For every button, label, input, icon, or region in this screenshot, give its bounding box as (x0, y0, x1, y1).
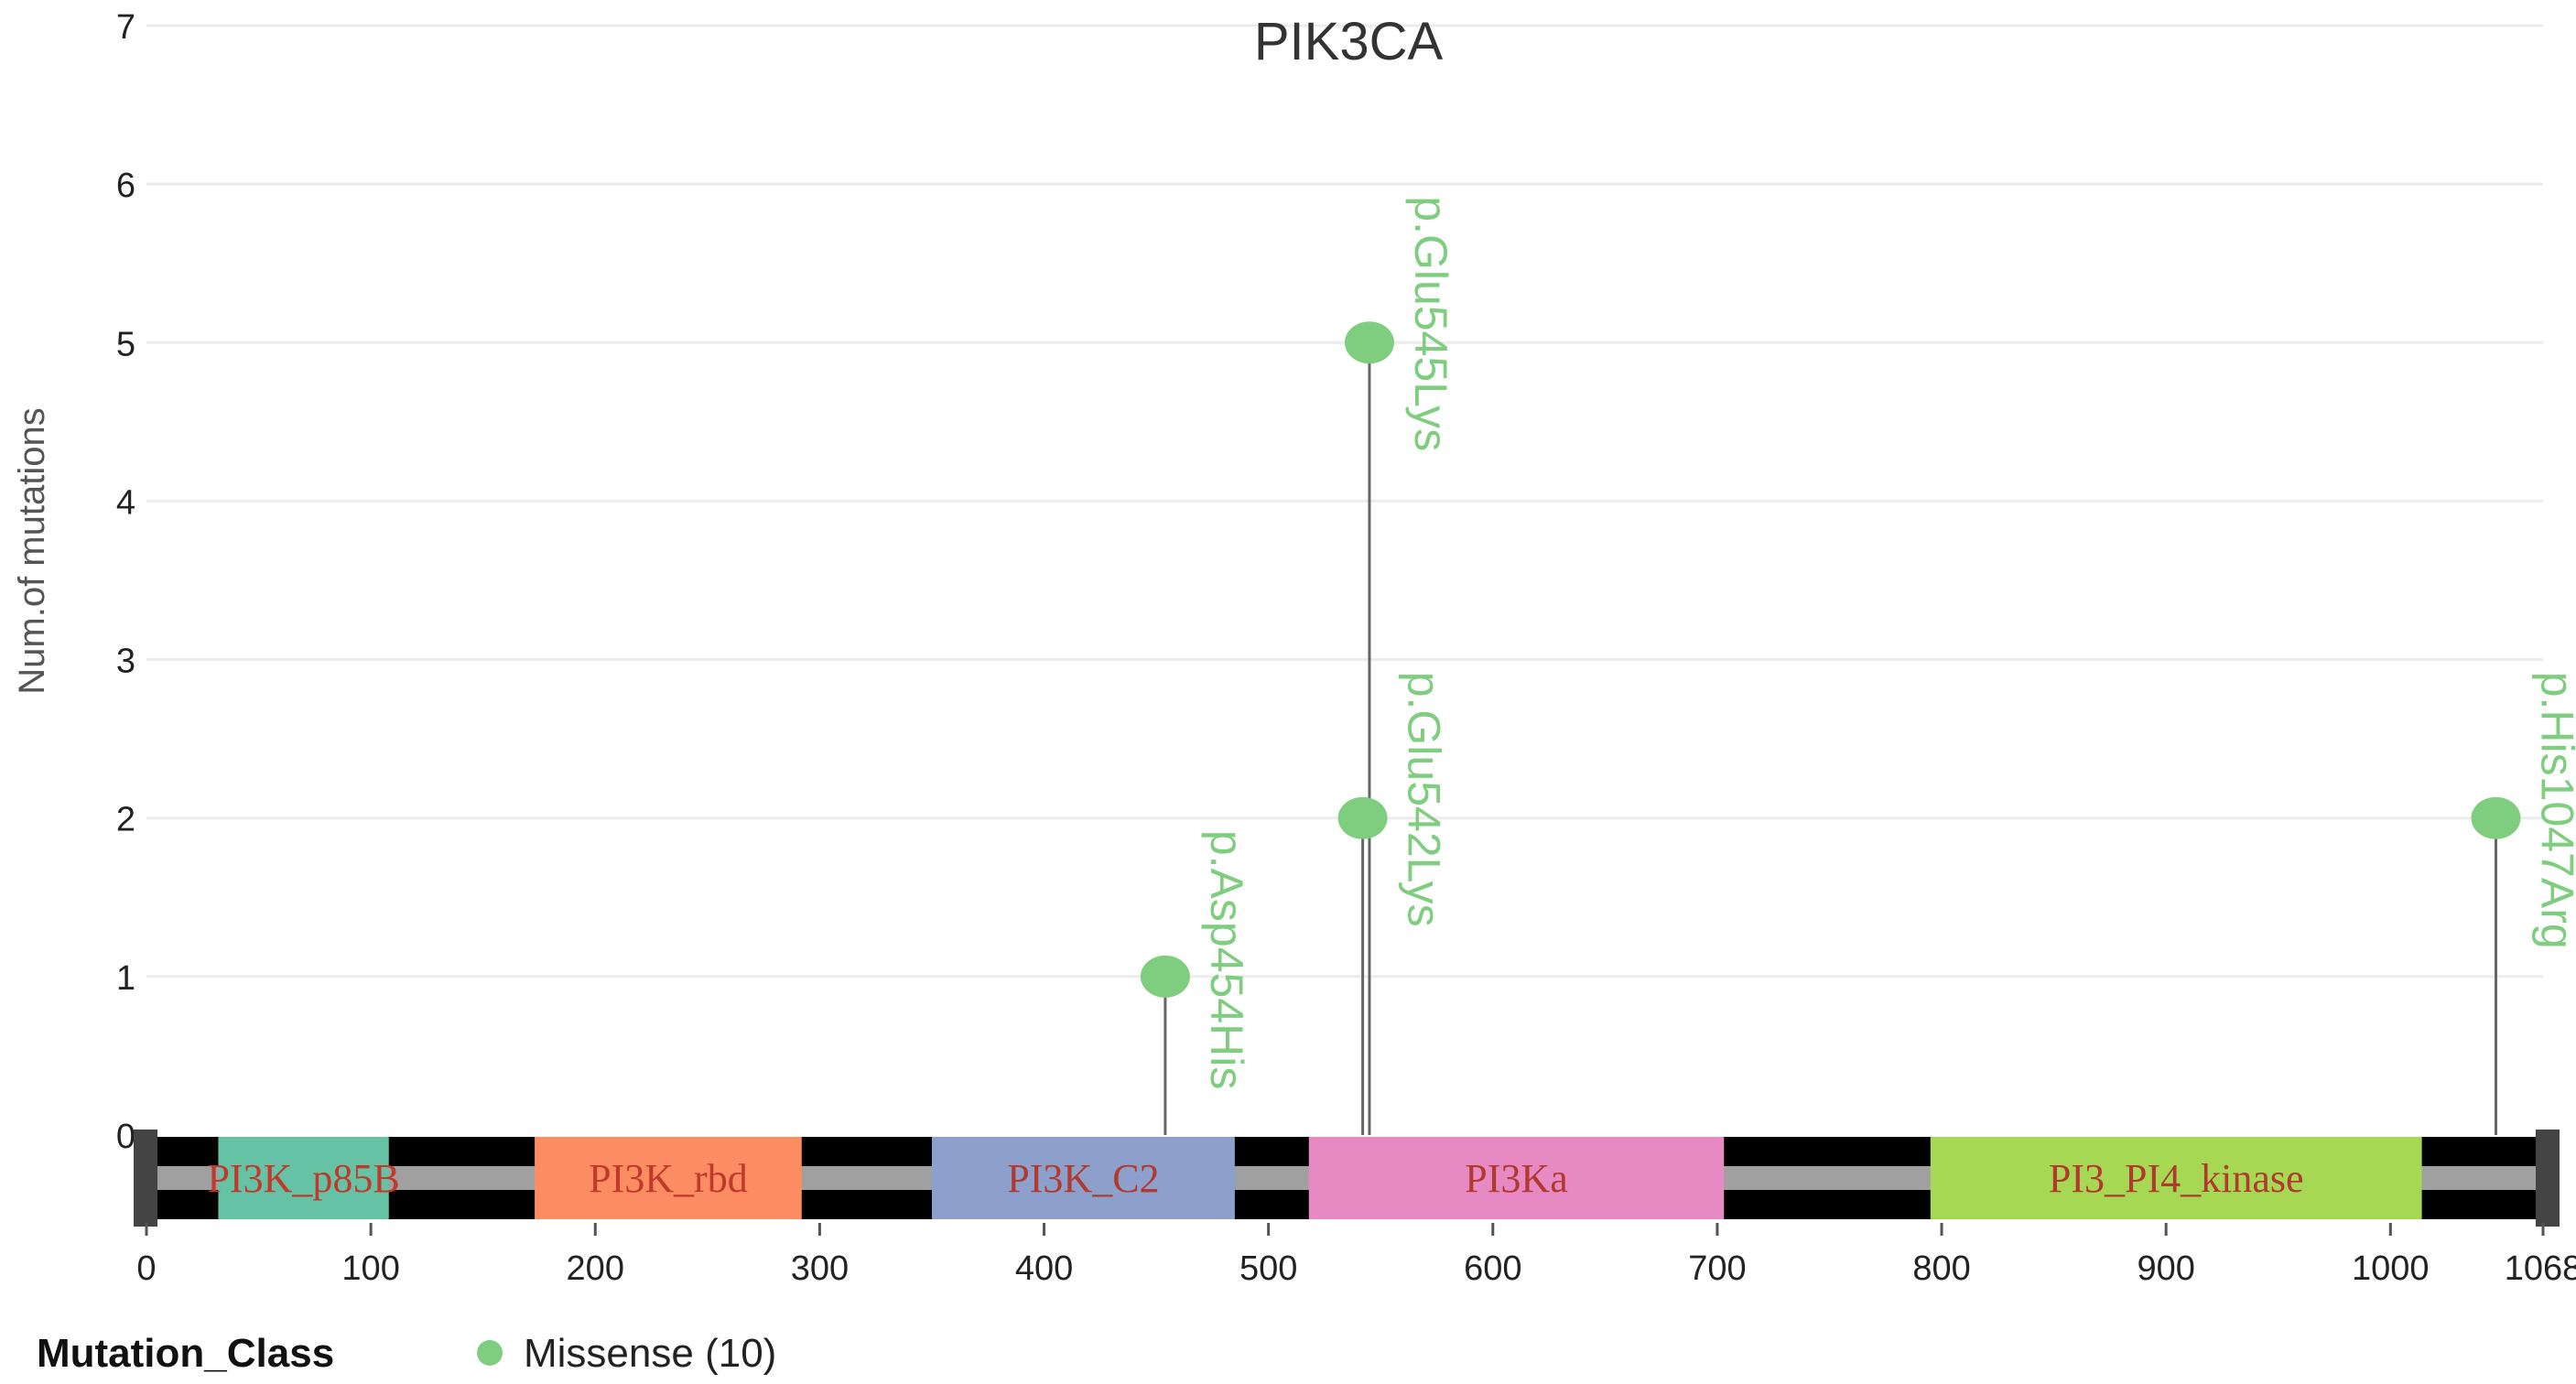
domain-PI3K_rbd (535, 1137, 802, 1219)
x-axis: 0 100 200 300 400 500 600 700 800 900 1000 1068 (136, 1223, 2576, 1288)
legend: Mutation_Class Missense (10) (37, 1331, 776, 1376)
x-tick-label: 800 (1912, 1249, 1970, 1288)
y-tick-label: 0 (116, 1118, 135, 1156)
domain-PI3Ka (1308, 1137, 1725, 1219)
grid-lines (146, 24, 2543, 979)
x-tick-label: 700 (1688, 1249, 1746, 1288)
domain-PI3K_C2 (931, 1137, 1235, 1219)
domain-label: PI3_PI4_kinase (2049, 1156, 2304, 1201)
x-tick-label: 100 (341, 1249, 399, 1288)
mutation-point (1344, 321, 1394, 364)
x-tick-label: 1068 (2505, 1249, 2576, 1288)
y-tick-label: 3 (116, 643, 135, 681)
mutation-stems (1164, 342, 2498, 1135)
legend-marker-missense (477, 1340, 503, 1366)
mutation-label: p.Glu545Lys (1405, 196, 1456, 451)
domain-label: PI3Ka (1465, 1156, 1567, 1201)
mutation-label: p.Asp454His (1201, 830, 1252, 1090)
mutation-points: p.Asp454His p.Glu542Lys p.Glu545Lys p.His10… (1140, 196, 2576, 1090)
y-tick-label: 1 (116, 959, 135, 998)
y-axis: 0 1 2 3 4 5 6 7 (116, 8, 135, 1156)
chart-title: PIK3CA (1254, 12, 1444, 71)
x-tick-label: 400 (1015, 1249, 1073, 1288)
protein-backbone: PI3K_p85B PI3K_rbd PI3K_C2 PI3Ka PI3_PI4_kin… (134, 1130, 2560, 1227)
legend-title: Mutation_Class (37, 1331, 334, 1376)
domain-label: PI3K_C2 (1007, 1156, 1159, 1201)
y-tick-label: 6 (116, 167, 135, 205)
domain-label: PI3K_rbd (589, 1156, 748, 1201)
y-tick-label: 7 (116, 8, 135, 47)
mutation-point (1140, 955, 1190, 998)
y-axis-label: Num.of mutations (12, 407, 52, 694)
domain-PI3_PI4_kinase (1930, 1137, 2422, 1219)
x-tick-label: 900 (2137, 1249, 2194, 1288)
domain-PI3K_p85B (218, 1137, 389, 1219)
x-tick-label: 500 (1239, 1249, 1297, 1288)
mutation-point (1337, 796, 1388, 839)
legend-entry-missense: Missense (10) (524, 1331, 776, 1376)
protein-end-cap (2536, 1130, 2560, 1227)
mutation-point (2471, 796, 2521, 839)
mutation-label: p.His1047Arg (2532, 672, 2576, 949)
x-tick-label: 600 (1464, 1249, 1521, 1288)
x-tick-label: 1000 (2352, 1249, 2430, 1288)
x-tick-label: 0 (136, 1249, 156, 1288)
y-tick-label: 2 (116, 801, 135, 839)
protein-start-cap (134, 1130, 157, 1227)
y-tick-label: 5 (116, 325, 135, 363)
mutation-label: p.Glu542Lys (1399, 672, 1450, 927)
domain-label: PI3K_p85B (207, 1156, 399, 1201)
y-tick-label: 4 (116, 483, 135, 522)
x-tick-label: 200 (567, 1249, 624, 1288)
x-tick-label: 300 (791, 1249, 849, 1288)
